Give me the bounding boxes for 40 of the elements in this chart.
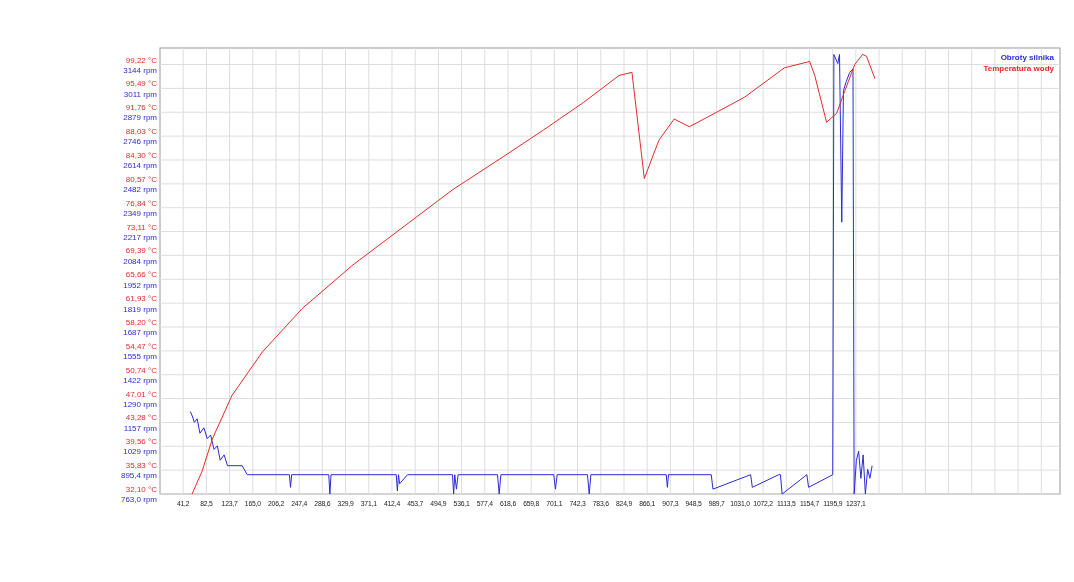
y-tick-label: 80,57 °C xyxy=(125,174,158,184)
y2-tick-label: 1687 rpm xyxy=(123,328,158,338)
y2-tick-label: 2746 rpm xyxy=(123,137,158,147)
y-tick-label: 84,30 °C xyxy=(125,150,158,160)
y-tick-label: 61,93 °C xyxy=(125,294,158,304)
y-tick-label: 35,83 °C xyxy=(125,461,158,471)
y2-tick-label: 1422 rpm xyxy=(123,376,158,386)
y2-tick-label: 2084 rpm xyxy=(123,256,158,266)
y2-tick-label: 2879 rpm xyxy=(123,113,158,123)
y2-tick-label: 1952 rpm xyxy=(123,280,158,290)
y-tick-label: 54,47 °C xyxy=(125,341,158,351)
y-tick-label: 65,66 °C xyxy=(125,270,158,280)
y2-tick-label: 2482 rpm xyxy=(123,184,158,194)
text: Temperatura wody xyxy=(983,64,1055,73)
y2-tick-label: 1290 rpm xyxy=(123,399,158,409)
y2-tick-label: 3144 rpm xyxy=(123,65,158,75)
y2-tick-label: 1819 rpm xyxy=(123,304,158,314)
y2-tick-label: 1029 rpm xyxy=(123,447,158,457)
y2-tick-label: 3011 rpm xyxy=(123,89,158,99)
y-tick-label: 99,22 °C xyxy=(125,55,158,65)
y-tick-label: 88,03 °C xyxy=(125,127,158,137)
y-tick-label: 69,39 °C xyxy=(125,246,158,256)
y-tick-label: 95,49 °C xyxy=(125,79,158,89)
y-tick-label: 47,01 °C xyxy=(125,389,158,399)
y-tick-label: 32,10 °C xyxy=(125,485,158,494)
y-tick-label: 91,76 °C xyxy=(125,103,158,113)
y2-tick-label: 895,4 rpm xyxy=(120,471,158,481)
y-tick-label: 73,11 °C xyxy=(126,222,158,232)
text: Obroty silnika xyxy=(1000,53,1055,62)
y-tick-label: 39,56 °C xyxy=(125,437,158,447)
y2-tick-label: 2217 rpm xyxy=(123,232,158,242)
y-tick-label: 76,84 °C xyxy=(125,198,158,208)
y-tick-label: 43,28 °C xyxy=(125,413,158,423)
y2-tick-label: 2614 rpm xyxy=(123,161,158,171)
y2-tick-label: 2349 rpm xyxy=(123,208,158,218)
y2-tick-label: 1157 rpm xyxy=(123,423,158,433)
y2-tick-label: 1555 rpm xyxy=(123,352,158,362)
y-tick-label: 58,20 °C xyxy=(125,317,158,327)
y-tick-label: 50,74 °C xyxy=(125,365,158,375)
y2-tick-label: 763,0 rpm xyxy=(120,495,158,504)
